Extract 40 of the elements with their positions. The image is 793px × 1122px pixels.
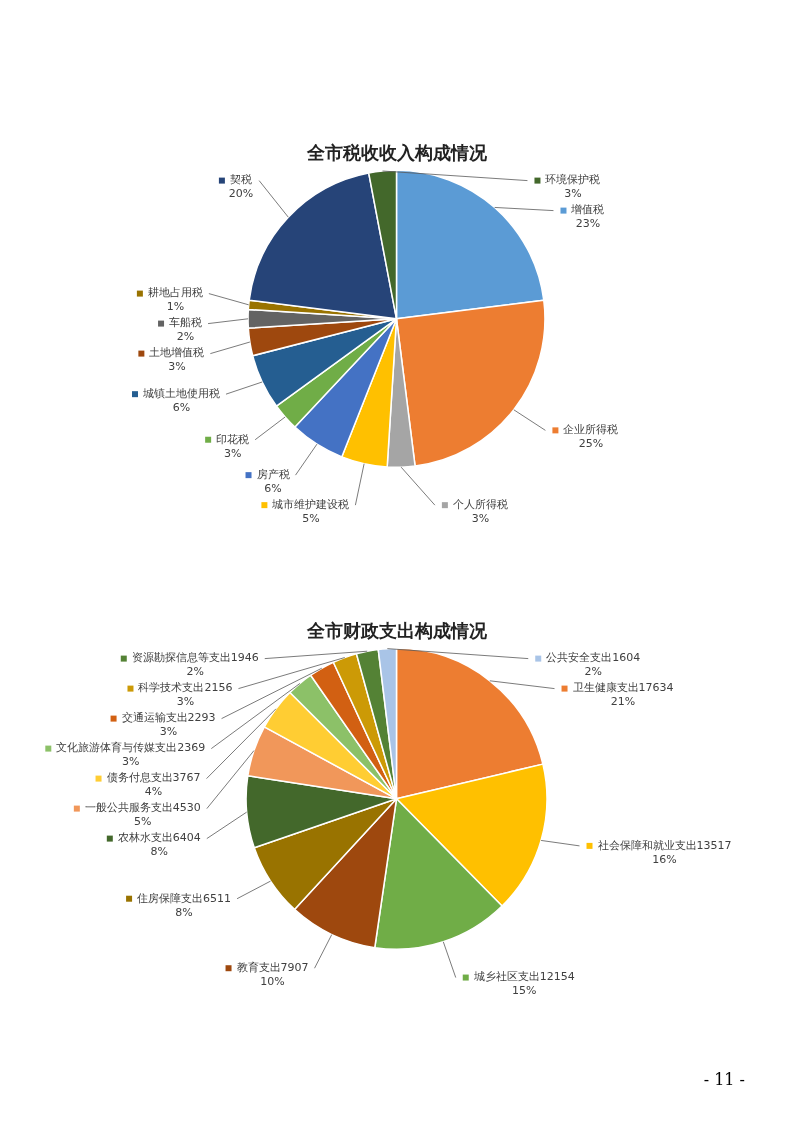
data-label: 5% — [302, 511, 320, 525]
legend-label: 交通运输支出2293 3% — [121, 711, 216, 739]
legend-label: 车船税 — [169, 316, 203, 330]
data-label: 3% — [168, 360, 186, 374]
legend-label: 城镇土地使用税 — [141, 387, 220, 401]
legend-label: 契税 — [229, 173, 252, 187]
legend-label: 耕地占用税 — [147, 286, 203, 300]
legend-label: 农林水支出6404 8% — [117, 831, 201, 859]
legend-label: 债务付息支出3767 4% — [106, 771, 201, 799]
data-label: 23% — [575, 217, 601, 231]
data-label: 6% — [172, 401, 191, 415]
legend-label: 资源勘探信息等支出1946 2% — [131, 651, 259, 679]
legend-label: 科学技术支出2156 3% — [138, 681, 233, 709]
legend-label: 住房保障支出6511 8% — [137, 891, 232, 919]
legend-label: 企业所得税 — [563, 423, 619, 437]
legend-label: 土地增值税 — [149, 346, 205, 360]
legend-label: 教育支出7907 10% — [236, 961, 309, 989]
data-label: 6% — [264, 481, 282, 495]
chart-title: 全市税收收入构成情况 — [305, 142, 488, 164]
data-label: 25% — [578, 437, 604, 451]
legend-label: 增值税 — [570, 203, 605, 217]
legend-label: 一般公共服务支出4530 5% — [84, 801, 201, 829]
legend-label: 城乡社区支出12154 15% — [472, 970, 575, 998]
data-label: 3% — [223, 446, 242, 460]
legend-label: 印花税 — [216, 432, 250, 446]
chart-title: 全市财政支出构成情况 — [305, 620, 488, 642]
data-label: 3% — [471, 512, 490, 526]
legend-label: 环境保护税 — [545, 173, 601, 187]
data-label: 3% — [564, 187, 582, 201]
data-label: 1% — [166, 300, 185, 314]
text: - 11 - — [702, 1070, 746, 1089]
legend-label: 个人所得税 — [452, 498, 508, 512]
data-label: 2% — [176, 330, 195, 344]
legend-label: 公共安全支出1604 2% — [546, 651, 641, 679]
legend-label: 房产税 — [256, 467, 290, 481]
legend-label: 社会保障和就业支出13517 16% — [597, 838, 732, 866]
legend-label: 文化旅游体育与传媒支出2369 3% — [56, 741, 206, 769]
legend-label: 城市维护建设税 — [271, 497, 350, 511]
legend-label: 卫生健康支出17634 21% — [572, 681, 674, 709]
data-label: 20% — [228, 187, 254, 201]
